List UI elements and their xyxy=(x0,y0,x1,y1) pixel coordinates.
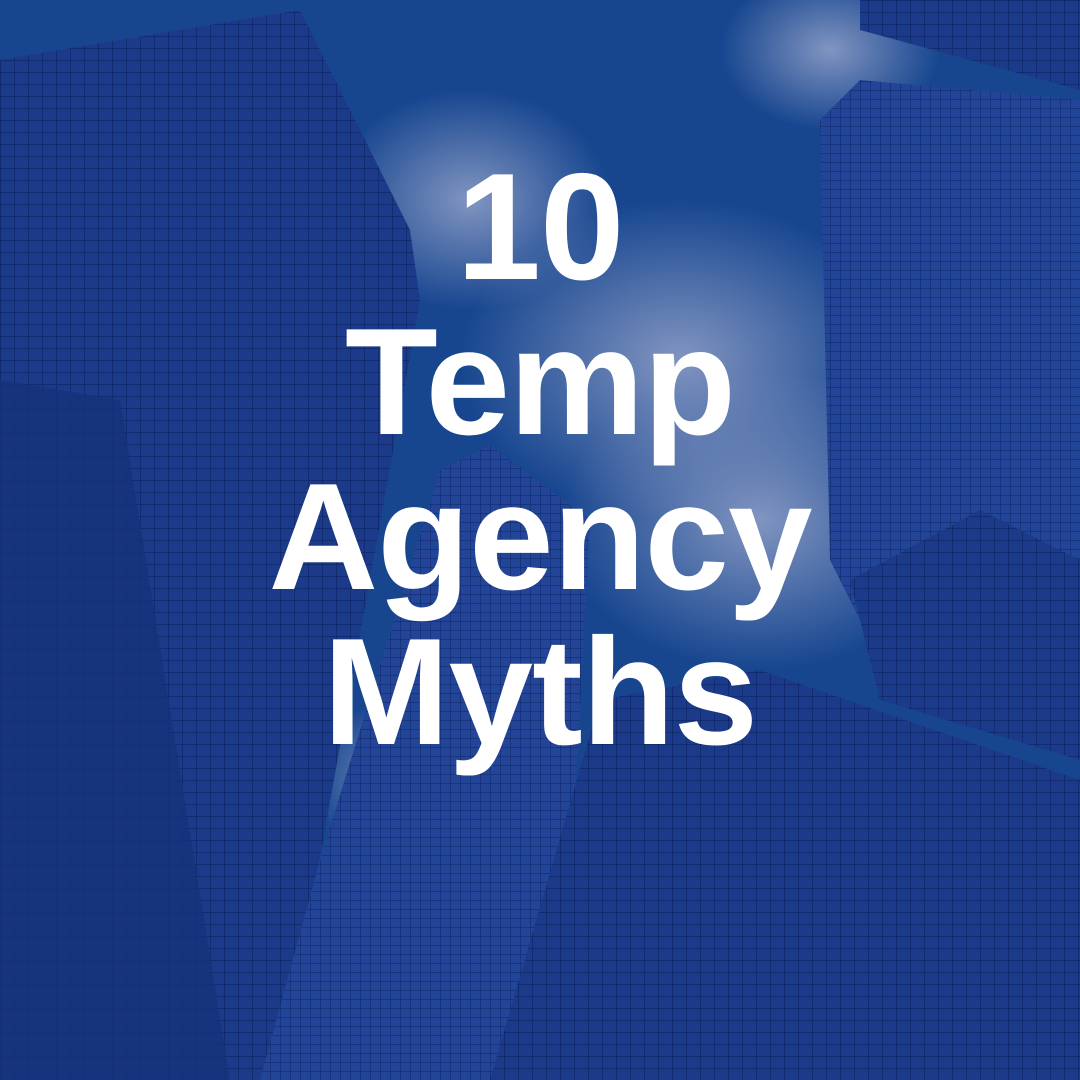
headline-line-temp: Temp xyxy=(344,297,736,467)
headline-line-myths: Myths xyxy=(322,607,758,777)
headline: 10 Temp Agency Myths xyxy=(0,150,1080,770)
headline-line-number: 10 xyxy=(456,142,624,312)
headline-line-agency: Agency xyxy=(268,452,812,622)
